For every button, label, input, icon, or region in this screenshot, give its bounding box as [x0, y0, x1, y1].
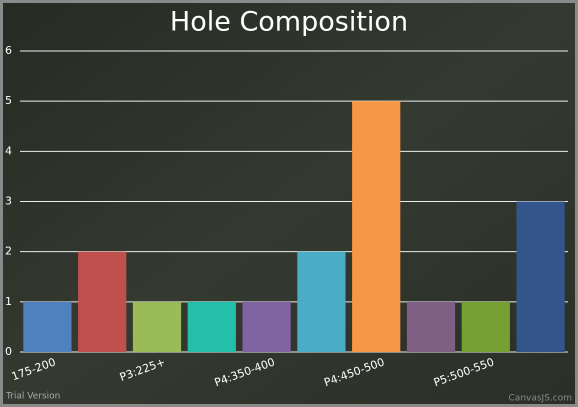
bar — [242, 301, 291, 352]
y-tick-label: 1 — [5, 295, 12, 308]
bar — [132, 301, 182, 352]
bar — [78, 251, 127, 352]
y-tick-label: 5 — [5, 94, 12, 107]
bar — [23, 301, 72, 352]
bar — [352, 101, 401, 353]
watermark: Trial Version — [5, 392, 60, 402]
chart-title: Hole Composition — [170, 7, 408, 38]
bar — [461, 301, 510, 352]
y-tick-label: 2 — [5, 245, 12, 258]
bar — [516, 201, 565, 352]
bar — [187, 301, 236, 352]
y-tick-label: 6 — [5, 44, 12, 57]
bar — [297, 251, 346, 352]
y-tick-label: 4 — [5, 144, 12, 157]
y-tick-label: 0 — [5, 345, 12, 358]
credit: CanvasJS.com — [509, 394, 572, 404]
bar — [406, 301, 456, 352]
y-tick-label: 3 — [5, 195, 12, 208]
